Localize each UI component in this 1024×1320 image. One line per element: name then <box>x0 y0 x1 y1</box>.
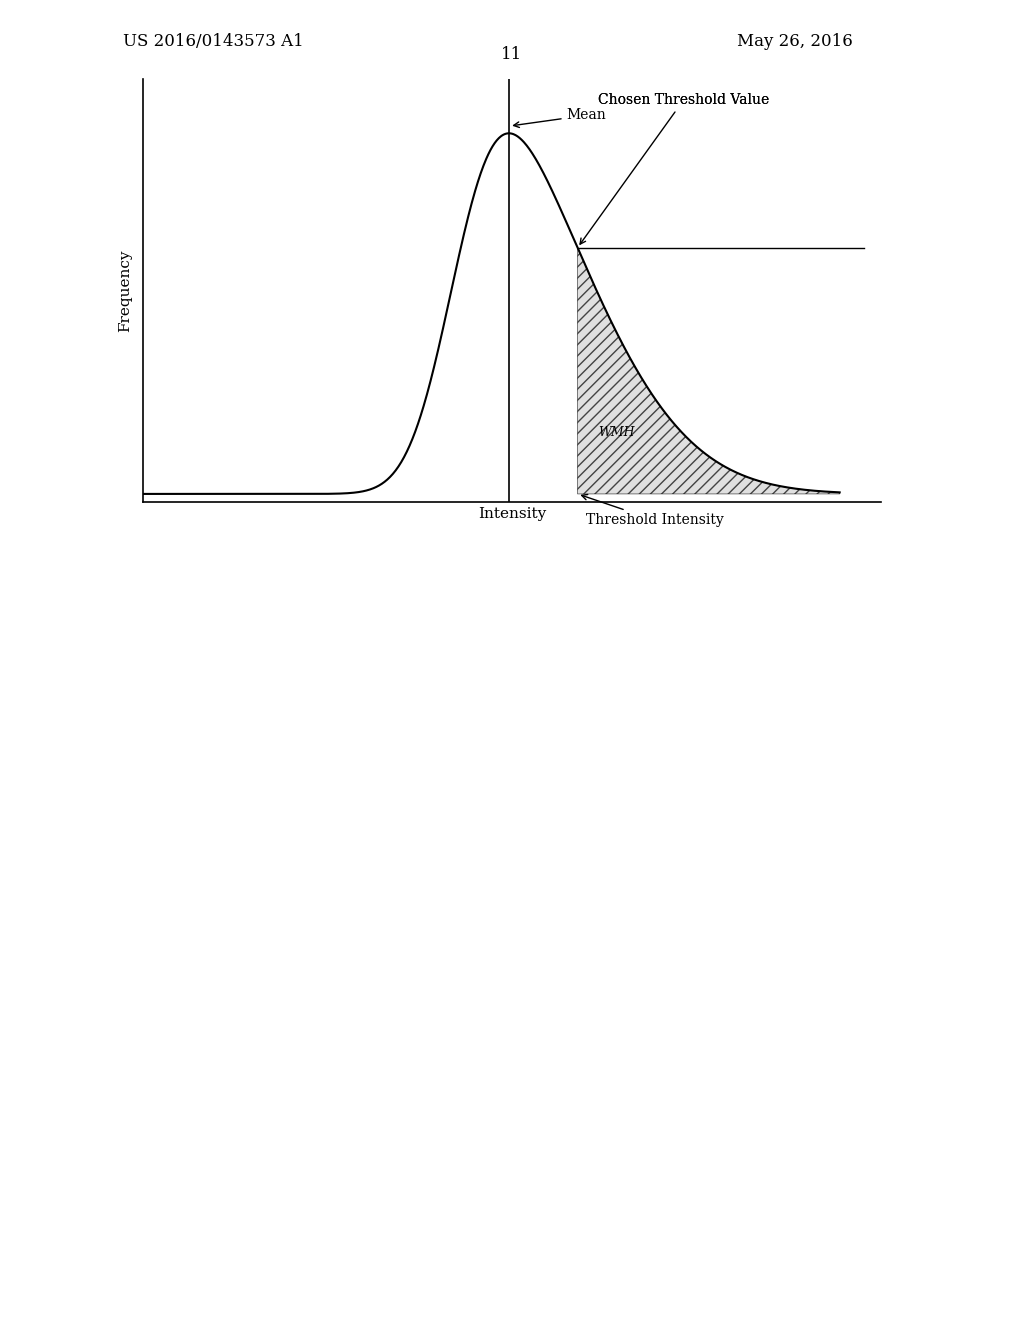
Text: May 26, 2016: May 26, 2016 <box>737 33 853 50</box>
Text: 11: 11 <box>502 46 522 63</box>
Text: Chosen Threshold Value: Chosen Threshold Value <box>598 92 769 107</box>
Text: WMH: WMH <box>598 426 635 438</box>
Text: US 2016/0143573 A1: US 2016/0143573 A1 <box>123 33 304 50</box>
Text: Chosen Threshold Value: Chosen Threshold Value <box>580 92 769 244</box>
Text: Threshold Intensity: Threshold Intensity <box>582 495 724 527</box>
Y-axis label: Frequency: Frequency <box>118 249 132 331</box>
X-axis label: Intensity: Intensity <box>478 507 546 521</box>
Text: Mean: Mean <box>514 108 606 128</box>
